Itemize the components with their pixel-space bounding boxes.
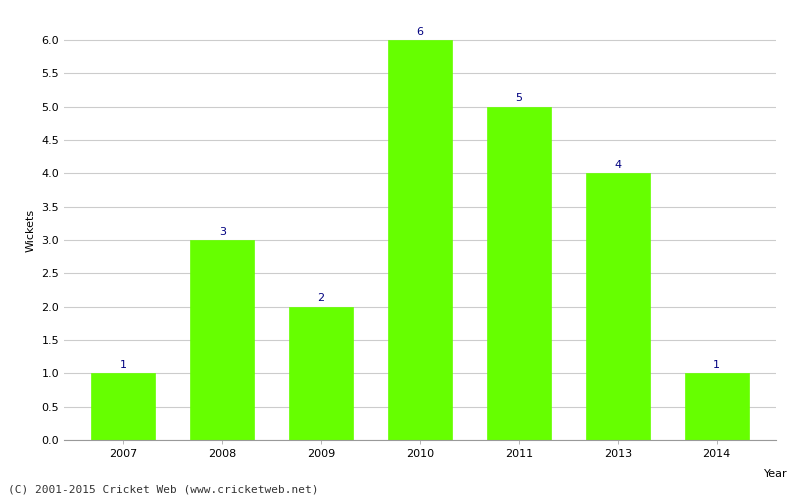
Y-axis label: Wickets: Wickets <box>26 208 36 252</box>
Bar <box>190 240 254 440</box>
Bar <box>486 106 551 440</box>
Text: 1: 1 <box>120 360 127 370</box>
Bar <box>289 306 354 440</box>
X-axis label: Year: Year <box>764 470 788 480</box>
Bar <box>685 374 749 440</box>
Text: 2: 2 <box>318 294 325 304</box>
Text: 4: 4 <box>614 160 622 170</box>
Text: 5: 5 <box>515 94 522 104</box>
Bar <box>91 374 155 440</box>
Bar <box>388 40 452 440</box>
Text: 3: 3 <box>218 226 226 236</box>
Bar <box>586 174 650 440</box>
Text: 1: 1 <box>713 360 720 370</box>
Text: 6: 6 <box>417 26 423 36</box>
Text: (C) 2001-2015 Cricket Web (www.cricketweb.net): (C) 2001-2015 Cricket Web (www.cricketwe… <box>8 485 318 495</box>
